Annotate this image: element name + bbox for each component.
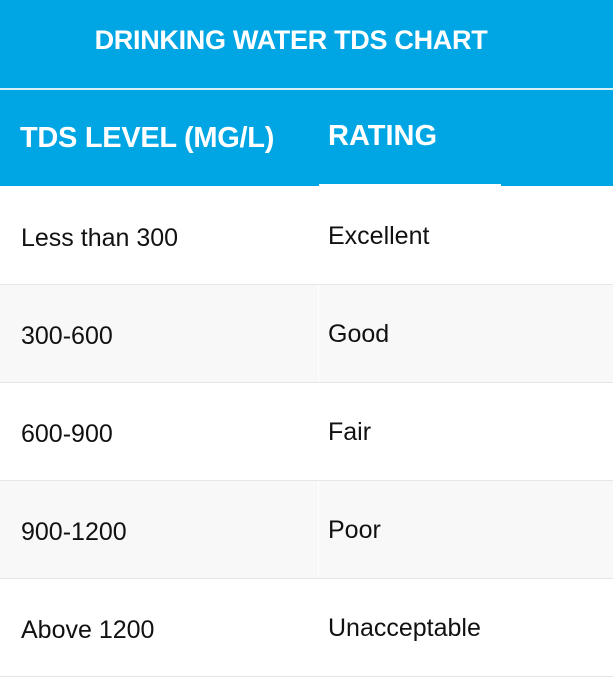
column-separator: [318, 383, 319, 480]
cell-tds-level: 600-900: [21, 420, 113, 448]
column-header-rating: RATING: [328, 120, 438, 152]
table-row: Above 1200 Unacceptable: [0, 579, 613, 677]
cell-tds-level: Less than 300: [21, 224, 179, 252]
column-header-tds-level: TDS LEVEL (MG/L): [20, 122, 275, 154]
table-body: Less than 300 Excellent 300-600 Good 600-900…: [0, 187, 613, 677]
title-bar: DRINKING WATER TDS CHART: [0, 0, 613, 88]
column-separator: [318, 481, 319, 578]
cell-rating: Fair: [328, 418, 372, 446]
table-row: 600-900 Fair: [0, 383, 613, 481]
table-header-row: TDS LEVEL (MG/L) RATING: [0, 90, 613, 186]
title-divider: [0, 88, 613, 90]
cell-rating: Poor: [328, 516, 381, 544]
cell-rating: Unacceptable: [328, 614, 481, 642]
cell-tds-level: 300-600: [21, 322, 113, 350]
column-separator: [318, 285, 319, 382]
cell-rating: Excellent: [328, 222, 430, 250]
cell-tds-level: 900-1200: [21, 518, 127, 546]
chart-title: DRINKING WATER TDS CHART: [94, 25, 488, 55]
column-separator: [318, 187, 319, 284]
table-row: 900-1200 Poor: [0, 481, 613, 579]
table-row: 300-600 Good: [0, 285, 613, 383]
cell-tds-level: Above 1200: [21, 616, 155, 644]
cell-rating: Good: [328, 320, 390, 348]
column-separator: [318, 579, 319, 676]
table-row: Less than 300 Excellent: [0, 187, 613, 285]
header-bottom-accent: [319, 184, 501, 186]
